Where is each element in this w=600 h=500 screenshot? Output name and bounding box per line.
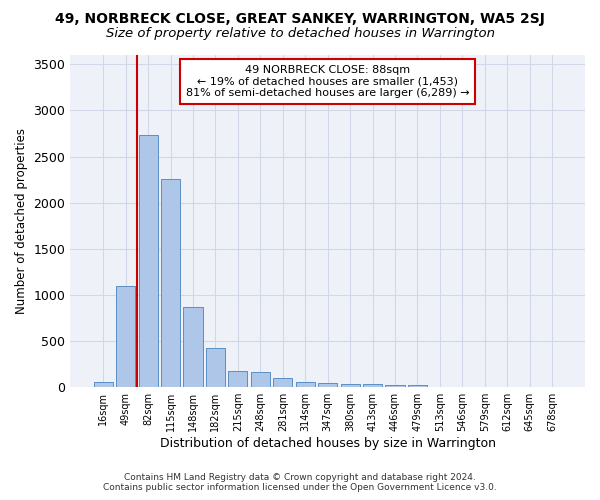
X-axis label: Distribution of detached houses by size in Warrington: Distribution of detached houses by size … xyxy=(160,437,496,450)
Text: 49, NORBRECK CLOSE, GREAT SANKEY, WARRINGTON, WA5 2SJ: 49, NORBRECK CLOSE, GREAT SANKEY, WARRIN… xyxy=(55,12,545,26)
Text: Contains HM Land Registry data © Crown copyright and database right 2024.
Contai: Contains HM Land Registry data © Crown c… xyxy=(103,473,497,492)
Bar xyxy=(385,385,404,387)
Bar xyxy=(139,136,158,387)
Text: 49 NORBRECK CLOSE: 88sqm
← 19% of detached houses are smaller (1,453)
81% of sem: 49 NORBRECK CLOSE: 88sqm ← 19% of detach… xyxy=(186,65,469,98)
Bar xyxy=(94,382,113,387)
Bar xyxy=(184,307,203,387)
Bar xyxy=(229,371,247,387)
Bar xyxy=(363,384,382,387)
Text: Size of property relative to detached houses in Warrington: Size of property relative to detached ho… xyxy=(106,28,494,40)
Bar xyxy=(408,386,427,387)
Bar xyxy=(318,383,337,387)
Bar xyxy=(251,372,270,387)
Y-axis label: Number of detached properties: Number of detached properties xyxy=(15,128,28,314)
Bar xyxy=(206,348,225,387)
Bar xyxy=(161,178,180,387)
Bar xyxy=(273,378,292,387)
Bar xyxy=(341,384,359,387)
Bar xyxy=(116,286,135,387)
Bar xyxy=(296,382,315,387)
